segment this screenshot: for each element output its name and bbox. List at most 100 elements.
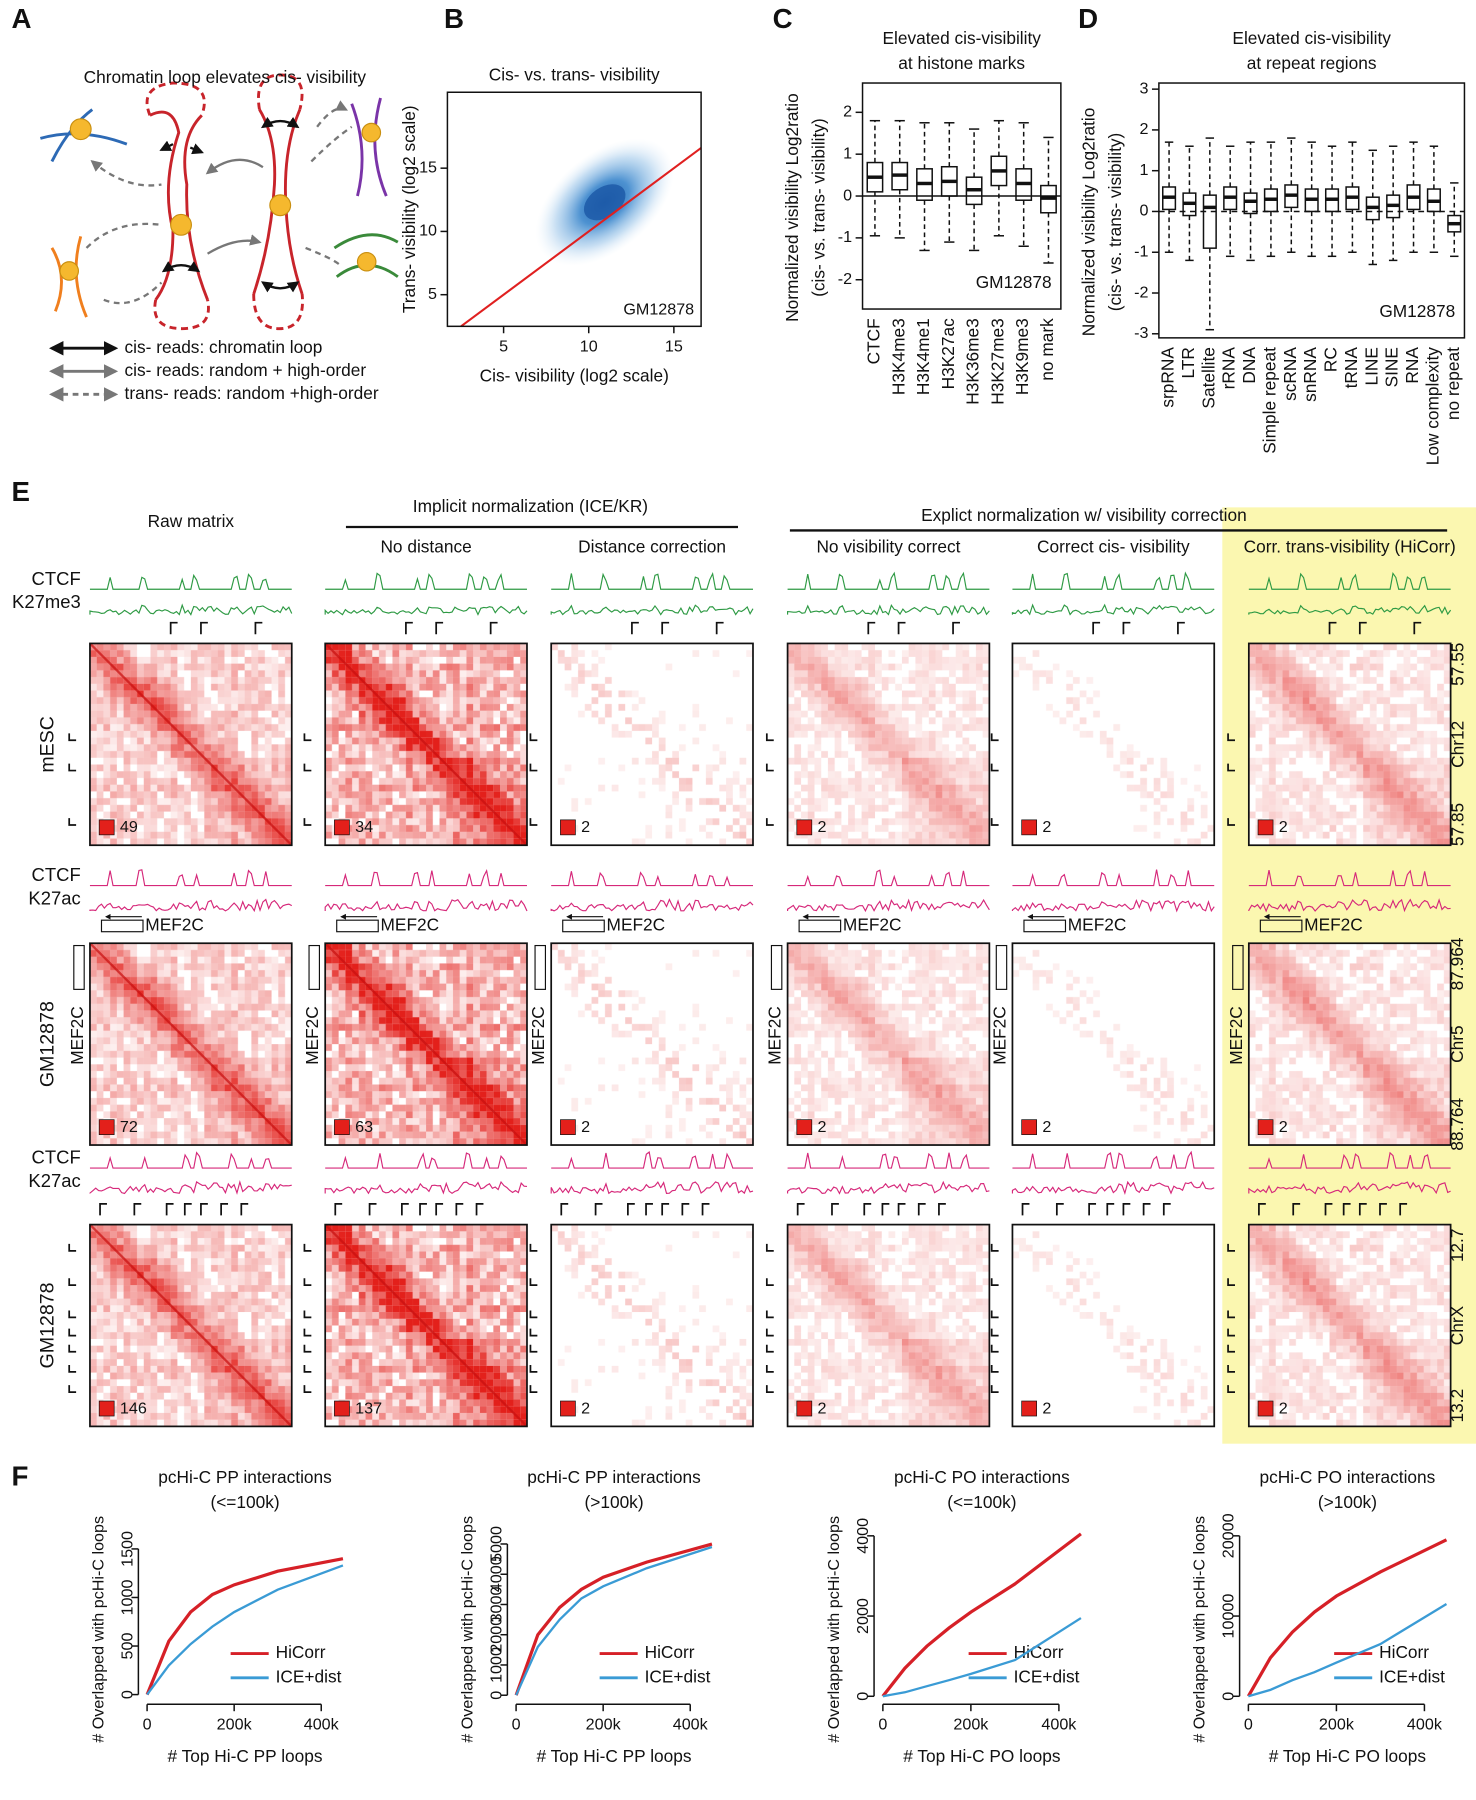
panel-letter: A — [12, 3, 32, 34]
y-tick-label: 1500 — [118, 1531, 136, 1567]
scale-swatch — [1021, 1119, 1038, 1136]
column-header: No visibility correct — [816, 536, 960, 556]
gene-label: MEF2C — [765, 1006, 785, 1065]
gene-arrow — [303, 1385, 312, 1393]
panel-letter: E — [12, 476, 30, 507]
signal-track — [1248, 604, 1452, 616]
series-line — [882, 1617, 1082, 1698]
gene-arrow — [1142, 1202, 1151, 1216]
legend-label: ICE+dist — [1014, 1666, 1080, 1686]
y-tick-label: 4000 — [487, 1556, 505, 1592]
x-tick-label: 200k — [1319, 1715, 1355, 1733]
gene-arrow — [765, 1278, 774, 1287]
gene-arrow — [1122, 1202, 1131, 1216]
coordinate-label: 13.2 — [1447, 1389, 1467, 1423]
matrix-diagonal — [89, 942, 293, 1146]
gene-arrow — [165, 1202, 174, 1216]
signal-track — [89, 869, 292, 887]
anchor — [361, 122, 382, 143]
matrix-frame — [1011, 1223, 1216, 1428]
coordinate-label: Chr5 — [1447, 1025, 1467, 1062]
scale-max: 2 — [1042, 1399, 1051, 1417]
gene-arrow — [990, 1328, 999, 1337]
y-tick-label: 4000 — [854, 1518, 872, 1554]
column-header: Correct cis- visibility — [1037, 536, 1190, 556]
signal-track — [1011, 1180, 1215, 1196]
chart-title: at repeat regions — [1247, 53, 1377, 73]
gene-arrow — [1227, 1344, 1235, 1353]
series-line — [881, 1532, 1082, 1698]
gene-arrow — [952, 621, 960, 635]
matrix-frame — [89, 642, 293, 847]
gene-arrow — [303, 1243, 312, 1252]
gene-arrow — [200, 1202, 208, 1216]
gene-arrow — [627, 1202, 635, 1216]
scale-max: 2 — [818, 1399, 827, 1417]
gene-arrow — [1379, 1202, 1387, 1216]
x-tick-label: 200k — [217, 1715, 253, 1733]
signal-track — [89, 1151, 292, 1169]
signal-track — [1012, 571, 1215, 590]
gene-arrow — [1021, 1202, 1030, 1216]
scale-swatch — [98, 1400, 115, 1417]
gene-arrow — [938, 1202, 946, 1216]
signal-track — [89, 573, 292, 590]
scale-swatch — [1021, 1400, 1038, 1417]
gene-arrow — [419, 1202, 427, 1216]
trans-chromosome — [74, 235, 88, 318]
gene-arrow — [68, 1344, 77, 1353]
x-axis-label: # Top Hi-C PO loops — [1269, 1746, 1427, 1766]
gene-label: MEF2C — [381, 915, 440, 935]
gene-arrow — [401, 1202, 409, 1216]
category-label: CTCF — [863, 318, 883, 364]
category-label: tRNA — [1341, 347, 1361, 389]
chart-subtitle: (<=100k) — [210, 1492, 279, 1512]
plot-frame — [446, 91, 702, 328]
anchor — [269, 194, 292, 217]
category-label: H3K4me1 — [913, 318, 933, 395]
y-axis-label: Trans- visibility (log2 scale) — [399, 105, 419, 313]
gene-arrow — [1106, 1202, 1115, 1216]
matrix-diagonal — [89, 642, 293, 847]
matrix-frame — [550, 1223, 754, 1428]
gene-arrow — [303, 763, 312, 772]
gene-arrow — [529, 1310, 538, 1319]
x-tick-label: 400k — [673, 1715, 709, 1733]
gene-arrow — [765, 1385, 774, 1393]
signal-track — [551, 1151, 753, 1169]
signal-track — [550, 604, 754, 616]
y-tick-label: 0 — [843, 186, 852, 204]
gene-arrow — [240, 1202, 249, 1216]
signal-track — [1248, 1151, 1451, 1169]
gene-arrow — [489, 621, 498, 635]
category-label: no mark — [1037, 318, 1057, 381]
series-line — [1248, 1602, 1448, 1698]
chart-title: Elevated cis-visibility — [882, 28, 1041, 48]
chart-title: pcHi-C PO interactions — [1260, 1467, 1436, 1487]
matrix-frame — [89, 942, 293, 1146]
y-tick-label: 0 — [118, 1690, 136, 1699]
gene-arrow — [990, 1344, 999, 1353]
anchor — [170, 213, 193, 236]
annotation: GM12878 — [976, 272, 1052, 292]
loop-arrow — [161, 144, 201, 152]
gene-arrow — [1227, 818, 1235, 826]
gene-arrow — [169, 621, 178, 635]
y-tick-label: 2000 — [487, 1617, 505, 1653]
gene-arrow — [254, 621, 263, 635]
gene-model — [308, 944, 320, 990]
gene-arrow — [631, 621, 639, 635]
y-tick-label: 20000 — [1219, 1513, 1237, 1558]
gene-arrow — [863, 1202, 872, 1216]
gene-arrow — [68, 763, 77, 772]
y-axis-label: # Overlapped with pcHi-C loops — [825, 1516, 843, 1743]
coordinate-label: ChrX — [1447, 1305, 1467, 1345]
box — [1040, 184, 1057, 214]
gene-arrow — [1227, 1310, 1235, 1319]
signal-track — [324, 605, 528, 616]
gene-arrow — [1292, 1202, 1301, 1216]
matrix-frame — [550, 942, 754, 1146]
panel-a-title: Chromatin loop elevates cis- visibility — [84, 67, 367, 87]
scale-swatch — [796, 819, 813, 836]
signal-track — [787, 869, 990, 887]
